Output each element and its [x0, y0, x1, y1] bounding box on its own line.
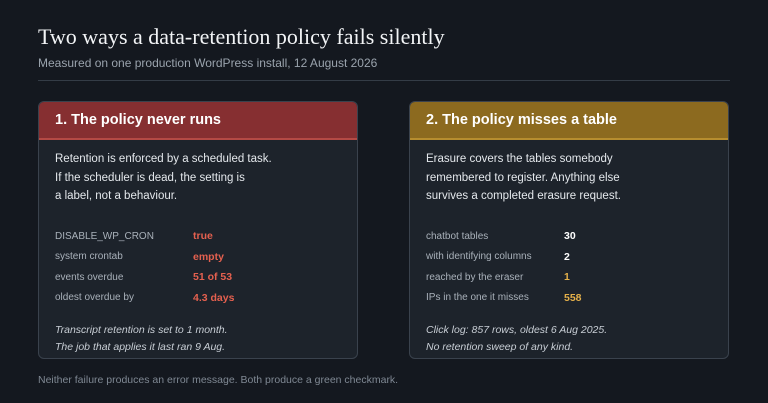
stat-value: 30: [564, 230, 576, 243]
note-line: The job that applies it last ran 9 Aug.: [55, 341, 226, 353]
stat-value: 2: [564, 250, 570, 263]
card-body: Erasure covers the tables somebody remem…: [426, 150, 716, 353]
description-line: survives a completed erasure request.: [426, 190, 621, 202]
description-line: If the scheduler is dead, the setting is: [55, 171, 245, 184]
stat-row: DISABLE_WP_CRON true: [55, 226, 345, 247]
stat-row: IPs in the one it misses 558: [426, 288, 716, 309]
footer-note: Neither failure produces an error messag…: [38, 374, 399, 386]
page-title: Two ways a data-retention policy fails s…: [38, 24, 445, 49]
note-line: Click log: 857 rows, oldest 6 Aug 2025.: [426, 324, 608, 336]
card-note: Click log: 857 rows, oldest 6 Aug 2025. …: [426, 322, 607, 356]
card-header: 1. The policy never runs: [39, 102, 357, 140]
stat-label: chatbot tables: [426, 230, 489, 242]
description-line: remembered to register. Anything else: [426, 171, 620, 184]
stat-value: 4.3 days: [193, 291, 235, 304]
stat-value: 1: [564, 271, 570, 284]
stat-label: with identifying columns: [426, 251, 532, 263]
stat-value: 558: [564, 291, 582, 304]
stats-table: chatbot tables 30 with identifying colum…: [426, 226, 716, 308]
description-line: Retention is enforced by a scheduled tas…: [55, 153, 272, 165]
card-description: Retention is enforced by a scheduled tas…: [55, 150, 345, 206]
stat-label: DISABLE_WP_CRON: [55, 230, 154, 242]
description-line: a label, not a behaviour.: [55, 190, 178, 202]
stat-row: with identifying columns 2: [426, 247, 716, 268]
stat-value: empty: [193, 250, 224, 263]
stat-row: oldest overdue by 4.3 days: [55, 288, 345, 309]
description-line: Erasure covers the tables somebody: [426, 153, 613, 165]
card-policy-misses-table: 2. The policy misses a table Erasure cov…: [409, 101, 729, 359]
card-policy-never-runs: 1. The policy never runs Retention is en…: [38, 101, 358, 359]
header-divider: [38, 80, 730, 81]
stats-table: DISABLE_WP_CRON true system crontab empt…: [55, 226, 345, 308]
stat-label: events overdue: [55, 271, 124, 283]
stat-value: true: [193, 230, 213, 243]
stat-row: system crontab empty: [55, 247, 345, 268]
card-note: Transcript retention is set to 1 month. …: [55, 322, 228, 356]
stat-label: IPs in the one it misses: [426, 292, 529, 304]
card-header: 2. The policy misses a table: [410, 102, 728, 140]
card-description: Erasure covers the tables somebody remem…: [426, 150, 716, 206]
page-subtitle: Measured on one production WordPress ins…: [38, 56, 378, 70]
stat-value: 51 of 53: [193, 271, 233, 284]
stat-row: chatbot tables 30: [426, 226, 716, 247]
stat-label: reached by the eraser: [426, 271, 524, 283]
card-body: Retention is enforced by a scheduled tas…: [55, 150, 345, 353]
note-line: No retention sweep of any kind.: [426, 341, 574, 353]
stat-label: oldest overdue by: [55, 292, 134, 304]
stat-label: system crontab: [55, 251, 123, 263]
stat-row: reached by the eraser 1: [426, 267, 716, 288]
note-line: Transcript retention is set to 1 month.: [55, 324, 228, 336]
stat-row: events overdue 51 of 53: [55, 267, 345, 288]
